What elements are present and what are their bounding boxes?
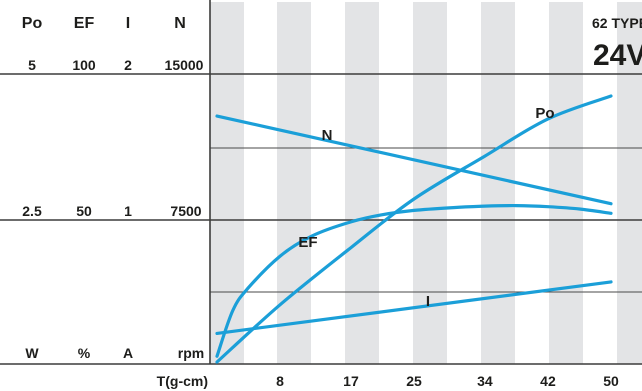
type-label: 62 TYPE <box>592 15 642 31</box>
x-tick-label-34: 34 <box>477 373 493 389</box>
curve-label-po: Po <box>535 105 554 122</box>
axis-mid-labels: 2.5 50 1 7500 <box>22 203 202 219</box>
n-mid-label: 7500 <box>170 203 201 219</box>
po-max-label: 5 <box>28 57 36 73</box>
axis-unit-labels: W % A rpm <box>25 345 204 361</box>
po-unit-label: W <box>25 345 39 361</box>
grid-band-6 <box>549 2 583 364</box>
ef-unit-label: % <box>78 345 91 361</box>
x-tick-label-42: 42 <box>540 373 556 389</box>
ef-mid-label: 50 <box>76 203 92 219</box>
n-unit-label: rpm <box>178 345 204 361</box>
curve-ef <box>215 203 613 358</box>
i-max-label: 2 <box>124 57 132 73</box>
grid-band-3 <box>345 2 379 364</box>
curve-label-n: N <box>322 127 333 144</box>
voltage-label: 24V <box>593 39 642 72</box>
x-tick-label-25: 25 <box>406 373 422 389</box>
x-tick-label-8: 8 <box>276 373 284 389</box>
axis-header-ef: EF <box>74 15 95 32</box>
i-unit-label: A <box>123 345 133 361</box>
x-tick-label-50: 50 <box>603 373 619 389</box>
model-labels: 62 TYPE 24V <box>592 15 642 72</box>
x-tick-labels: 8 17 25 34 42 50 <box>276 373 619 389</box>
curve-label-ef: EF <box>298 234 317 251</box>
curve-n <box>215 114 613 206</box>
axis-header-i: I <box>126 15 130 32</box>
po-mid-label: 2.5 <box>22 203 42 219</box>
axis-header-n: N <box>174 15 186 32</box>
axis-headers: Po EF I N <box>22 15 186 32</box>
curve-po <box>215 94 613 364</box>
grid-band-7 <box>617 2 642 364</box>
background-bands <box>210 2 642 364</box>
axis-header-po: Po <box>22 15 43 32</box>
n-max-label: 15000 <box>165 57 204 73</box>
curve-i <box>215 280 613 335</box>
grid-band-1 <box>210 2 244 364</box>
x-axis-title: T(g-cm) <box>157 373 208 389</box>
curve-labels: Po EF I N <box>298 105 554 310</box>
x-tick-label-17: 17 <box>343 373 359 389</box>
curve-label-i: I <box>426 293 430 310</box>
chart-frame <box>0 0 642 365</box>
grid-band-2 <box>277 2 311 364</box>
axis-max-labels: 5 100 2 15000 <box>28 57 204 73</box>
grid-band-5 <box>481 2 515 364</box>
ef-max-label: 100 <box>72 57 96 73</box>
i-mid-label: 1 <box>124 203 132 219</box>
performance-curves <box>215 94 613 364</box>
